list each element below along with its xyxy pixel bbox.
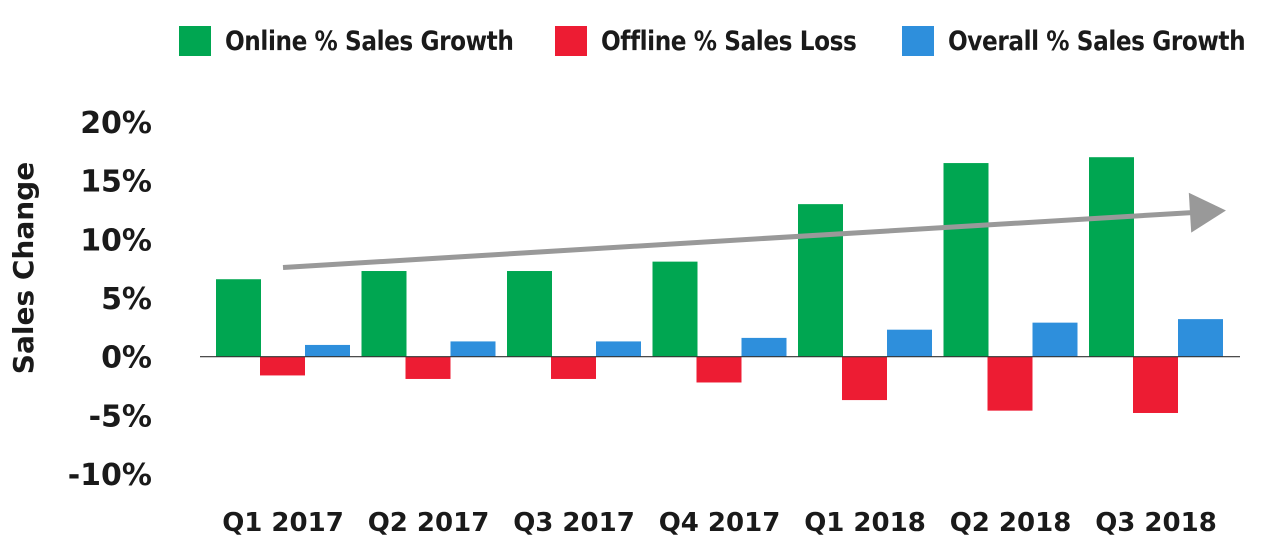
x-tick-label: Q3 2017 <box>513 508 635 538</box>
trend-arrow-line <box>282 209 1197 270</box>
x-tick-label: Q1 2018 <box>804 508 926 538</box>
x-tick-label: Q1 2017 <box>222 508 344 538</box>
y-tick-label: 5% <box>101 282 152 317</box>
legend: Online % Sales Growth Offline % Sales Lo… <box>0 18 1262 64</box>
legend-swatch-online <box>179 26 211 56</box>
y-tick-label: 0% <box>101 341 152 376</box>
bar-overall <box>1178 319 1223 357</box>
legend-label-overall: Overall % Sales Growth <box>948 25 1246 57</box>
bar-overall <box>741 337 787 357</box>
bar-online <box>798 204 843 357</box>
legend-swatch-offline <box>555 26 587 56</box>
bar-overall <box>305 344 350 357</box>
y-tick-label: -5% <box>89 399 152 434</box>
bar-overall <box>450 341 496 357</box>
y-tick-label: 10% <box>80 223 152 258</box>
bar-offline <box>696 356 742 383</box>
y-tick-label: 20% <box>80 106 152 141</box>
y-axis-title: Sales Change <box>7 162 40 374</box>
bar-offline <box>842 356 887 401</box>
legend-label-offline: Offline % Sales Loss <box>601 25 857 57</box>
bar-overall <box>887 329 932 357</box>
bar-online <box>943 163 989 357</box>
bar-offline <box>987 356 1033 411</box>
legend-item-offline: Offline % Sales Loss <box>555 18 898 64</box>
bar-online <box>652 261 698 357</box>
y-tick-label: 15% <box>80 165 152 200</box>
legend-item-overall: Overall % Sales Growth <box>902 18 1262 64</box>
bar-online <box>1089 157 1134 357</box>
bar-online <box>361 271 407 357</box>
bar-online <box>507 271 552 357</box>
bar-offline <box>1133 356 1178 413</box>
x-tick-label: Q2 2017 <box>368 508 490 538</box>
x-tick-label: Q4 2017 <box>659 508 781 538</box>
trend-arrow-head <box>1188 192 1226 233</box>
bar-overall <box>1032 322 1078 357</box>
bar-offline <box>405 356 451 379</box>
legend-swatch-overall <box>902 26 934 56</box>
x-tick-label: Q3 2018 <box>1095 508 1217 538</box>
legend-item-online: Online % Sales Growth <box>179 18 560 64</box>
bar-overall <box>596 341 641 357</box>
bar-offline <box>260 356 305 376</box>
legend-label-online: Online % Sales Growth <box>225 25 514 57</box>
bar-offline <box>551 356 596 379</box>
bar-online <box>216 279 261 357</box>
y-tick-label: -10% <box>68 458 152 493</box>
x-tick-label: Q2 2018 <box>950 508 1072 538</box>
